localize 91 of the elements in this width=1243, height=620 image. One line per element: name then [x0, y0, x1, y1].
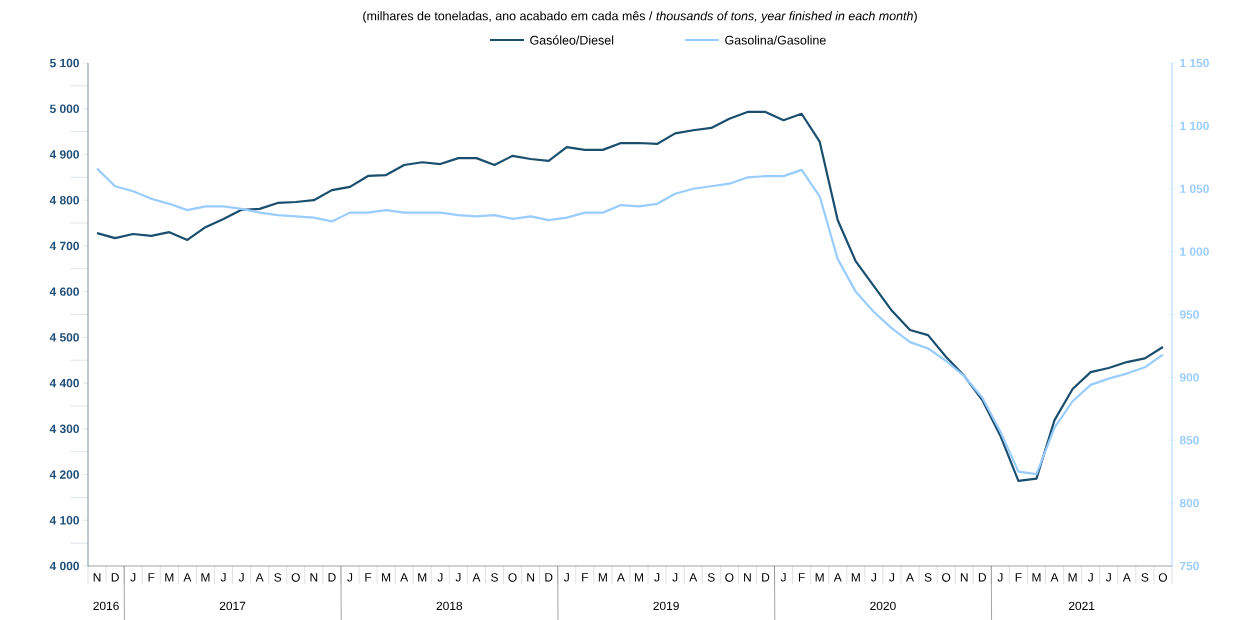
x-tick-label: M: [635, 573, 644, 582]
y-tick-label: 4 800: [49, 195, 79, 205]
legend-label: Gasolina/Gasoline: [725, 35, 826, 45]
text: 2019: [653, 601, 679, 611]
y-tick-label: 4 700: [49, 241, 79, 251]
x-tick-label: A: [906, 573, 914, 582]
y-tick-label: 4 400: [49, 378, 79, 388]
x-tick-label: A: [833, 573, 842, 582]
x-tick-label: J: [889, 573, 895, 582]
x-tick-label: M: [1032, 573, 1041, 582]
x-tick-label: J: [347, 573, 353, 582]
x-tick-label: A: [1122, 573, 1131, 582]
y-tick-label: 5 000: [49, 104, 79, 113]
text: 2018: [436, 601, 463, 611]
x-tick-label: S: [1141, 573, 1149, 582]
x-tick-label: N: [310, 573, 318, 582]
x-tick-label: M: [165, 573, 174, 582]
x-tick-label: J: [672, 573, 678, 582]
x-tick-label: F: [365, 573, 372, 582]
y-tick-label: 4 300: [49, 424, 79, 434]
y-tick-label: 5 100: [49, 58, 79, 68]
x-tick-label: D: [328, 573, 336, 582]
y2-tick-label: 1 000: [1180, 247, 1209, 256]
y2-tick-label: 850: [1179, 436, 1199, 445]
x-tick-label: O: [1158, 573, 1167, 582]
x-tick-label: A: [689, 573, 698, 582]
line-series: [95, 110, 1165, 483]
x-tick-label: D: [111, 573, 119, 582]
y2-tick-label: 1 100: [1180, 121, 1209, 131]
x-tick-label: M: [418, 573, 427, 582]
x-tick-label: F: [148, 573, 155, 582]
x-tick-label: J: [997, 573, 1003, 582]
x-tick-label: M: [815, 573, 824, 582]
x-tick-label: O: [942, 573, 951, 582]
x-tick-label: J: [654, 573, 660, 582]
x-tick-label: N: [93, 573, 101, 582]
x-tick-label: M: [598, 573, 607, 582]
x-tick-label: D: [762, 573, 770, 582]
text: 2021: [1068, 601, 1095, 611]
y2-tick-label: 750: [1180, 561, 1199, 571]
y2-tick-label: 900: [1179, 373, 1199, 382]
y-tick-label: 4 600: [49, 287, 79, 296]
x-tick-label: M: [382, 573, 391, 582]
x-tick-label: S: [491, 573, 498, 582]
x-tick-label: J: [238, 573, 244, 582]
x-tick-label: A: [1050, 573, 1059, 582]
x-tick-label: J: [780, 573, 786, 582]
x-tick-label: D: [545, 573, 553, 582]
x-tick-label: A: [472, 573, 481, 582]
y-tick-label: 4 200: [49, 470, 79, 479]
x-tick-label: F: [1015, 573, 1022, 582]
x-tick-label: J: [1087, 573, 1093, 582]
y-tick-label: 4 900: [49, 150, 79, 159]
x-tick-label: N: [527, 573, 534, 582]
y2-tick-label: 950: [1179, 310, 1199, 319]
x-tick-label: J: [220, 573, 226, 582]
text: 2020: [870, 601, 896, 611]
x-tick-label: M: [1068, 573, 1077, 582]
chart-subtitle: (milhares de toneladas, ano acabado em cada mês / thousands of tons, year finished in each month): [363, 11, 917, 23]
x-tick-label: O: [725, 573, 734, 582]
x-tick-label: J: [871, 573, 876, 582]
x-tick-label: S: [924, 573, 932, 582]
x-tick-label: M: [201, 573, 210, 582]
x-tick-label: O: [508, 573, 517, 582]
y-tick-label: 4 100: [49, 516, 79, 525]
x-tick-label: J: [130, 573, 136, 582]
legend-label: Gasóleo/Diesel: [530, 35, 614, 45]
x-tick-label: F: [582, 573, 588, 582]
text: 2017: [219, 601, 246, 611]
x-tick-label: D: [978, 573, 987, 582]
x-tick-label: J: [455, 573, 461, 582]
x-tick-label: J: [437, 573, 443, 582]
x-tick-label: M: [851, 573, 860, 582]
y-tick-label: 4 000: [49, 561, 79, 571]
x-tick-label: A: [616, 573, 625, 582]
y2-tick-label: 800: [1179, 498, 1199, 508]
x-tick-label: J: [563, 573, 569, 582]
x-tick-label: A: [183, 573, 192, 582]
x-tick-label: J: [1105, 573, 1111, 582]
x-tick-label: S: [707, 573, 715, 582]
x-tick-label: N: [960, 573, 968, 582]
y-tick-label: 4 500: [49, 333, 79, 342]
y2-tick-label: 1 150: [1180, 58, 1209, 68]
x-tick-label: F: [798, 573, 805, 582]
text: 2016: [93, 601, 119, 611]
x-tick-label: A: [400, 573, 409, 582]
x-tick-label: O: [291, 573, 300, 582]
x-tick-label: N: [744, 573, 751, 582]
x-tick-label: S: [274, 573, 282, 582]
y2-tick-label: 1 050: [1180, 184, 1209, 193]
x-tick-label: A: [255, 573, 264, 582]
